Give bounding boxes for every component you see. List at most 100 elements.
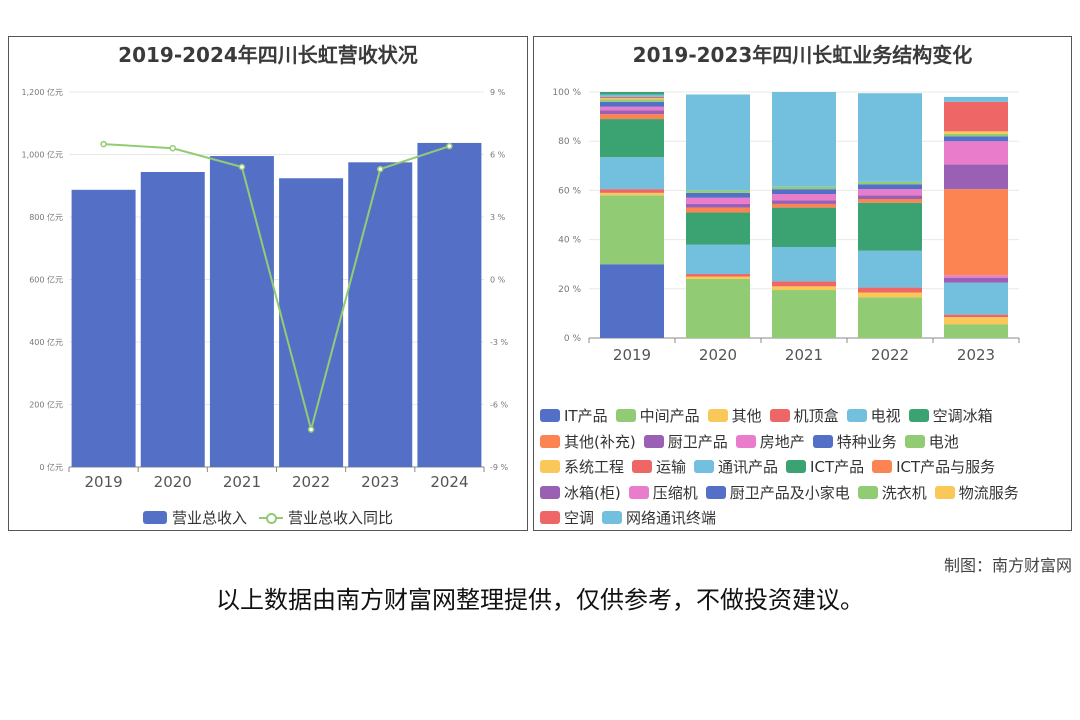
stack-segment: [600, 189, 664, 193]
stack-segment: [772, 189, 836, 195]
legend-swatch: [615, 409, 636, 423]
stack-segment: [944, 324, 1008, 338]
stack-segment: [858, 297, 922, 338]
stack-segment: [686, 278, 750, 338]
stack-segment: [944, 189, 1008, 276]
legend-item[interactable]: 机顶盒: [769, 405, 839, 426]
legend-item[interactable]: 其他(补充): [540, 431, 636, 452]
legend-item[interactable]: 厨卫产品: [643, 431, 728, 452]
stack-segment: [686, 203, 750, 208]
revenue-chart-legend: 营业总收入 营业总收入同比: [9, 507, 527, 528]
stack-segment: [772, 207, 836, 247]
revenue-bar: [209, 156, 274, 467]
legend-label: 系统工程: [564, 458, 625, 477]
legend-row: 其他(补充) 厨卫产品 房地产 特种业务 电池: [540, 429, 1070, 455]
legend-swatch: [632, 460, 653, 474]
legend-label: 物流服务: [958, 483, 1019, 502]
legend-swatch: [908, 409, 929, 423]
legend-label: 网络通讯终端: [626, 509, 717, 528]
legend-label: 电视: [870, 407, 901, 426]
yoy-point: [238, 163, 246, 171]
legend-item[interactable]: 物流服务: [934, 482, 1019, 503]
stack-segment: [944, 141, 1008, 165]
stack-segment: [686, 207, 750, 213]
legend-swatch: [786, 460, 807, 474]
legend-swatch: [540, 434, 560, 448]
y-tick-label: 100 %: [552, 88, 581, 98]
legend-item[interactable]: IT产品: [540, 405, 608, 426]
y-right-tick-label: -9 %: [490, 463, 509, 472]
y-tick-label: 20 %: [558, 285, 581, 295]
y-left-tick-label: 400 亿元: [29, 337, 63, 347]
stack-segment: [600, 195, 664, 265]
stack-segment: [600, 119, 664, 158]
legend-item[interactable]: 电视: [846, 405, 901, 426]
legend-swatch-bar: [142, 511, 167, 524]
legend-item[interactable]: 空调冰箱: [908, 405, 993, 426]
legend-item[interactable]: 网络通讯终端: [602, 507, 716, 528]
legend-swatch: [694, 460, 715, 474]
credit-text: 制图：南方财富网: [943, 556, 1072, 575]
legend-item[interactable]: 压缩机: [628, 482, 698, 503]
stack-segment: [858, 184, 922, 190]
legend-item[interactable]: ICT产品与服务: [872, 456, 995, 477]
structure-chart-title: 2019-2023年四川长虹业务结构变化: [632, 43, 973, 67]
x-tick-label: 2023: [957, 346, 995, 364]
legend-item[interactable]: 运输: [632, 456, 686, 477]
yoy-point: [100, 140, 107, 148]
legend-label: 厨卫产品: [667, 432, 728, 451]
legend-swatch: [705, 485, 726, 499]
stack-segment: [772, 246, 836, 282]
y-tick-label: 0 %: [564, 334, 582, 344]
stack-segment: [858, 199, 922, 203]
legend-label: 机顶盒: [793, 407, 839, 426]
legend-label: 空调冰箱: [932, 407, 993, 426]
structure-chart-svg: 0 % 20 % 40 % 60 % 80 % 100 % 2019 2020 2021 2022…: [552, 88, 1020, 364]
stack-segment: [686, 276, 750, 279]
revenue-bar: [71, 189, 136, 467]
legend-item-yoy[interactable]: 营业总收入同比: [259, 507, 393, 528]
legend-item[interactable]: 特种业务: [812, 431, 897, 452]
stack-segment: [944, 277, 1008, 283]
legend-item-revenue[interactable]: 营业总收入: [142, 507, 247, 528]
legend-label: 厨卫产品及小家电: [729, 483, 850, 502]
legend-item[interactable]: 厨卫产品及小家电: [705, 482, 850, 503]
legend-swatch: [857, 485, 878, 499]
legend-item[interactable]: 电池: [904, 431, 959, 452]
y-tick-label: 60 %: [558, 186, 581, 196]
legend-swatch: [707, 409, 728, 423]
y-left-tick-label: 1,000 亿元: [22, 150, 63, 160]
legend-item[interactable]: 空调: [540, 507, 594, 528]
stack-segment: [600, 106, 664, 111]
stack-segment: [600, 114, 664, 120]
stack-segment: [600, 99, 664, 102]
legend-swatch: [812, 434, 833, 448]
legend-item[interactable]: 冰箱(柜): [540, 482, 621, 503]
legend-item[interactable]: 房地产: [735, 431, 805, 452]
yoy-point: [446, 142, 453, 150]
legend-label: 其他: [731, 407, 762, 426]
stack-segment: [944, 317, 1008, 320]
legend-item[interactable]: 通讯产品: [694, 456, 778, 477]
stack-segment: [686, 212, 750, 245]
legend-swatch: [643, 434, 664, 448]
legend-label: 房地产: [759, 432, 805, 451]
legend-item[interactable]: 其他: [707, 405, 762, 426]
legend-item[interactable]: 系统工程: [540, 456, 624, 477]
y-left-tick-label: 200 亿元: [29, 400, 63, 410]
stack-segment: [686, 190, 750, 193]
legend-item[interactable]: 洗衣机: [857, 482, 927, 503]
legend-label: 空调: [564, 509, 595, 528]
stack-segment: [944, 319, 1008, 325]
legend-item[interactable]: ICT产品: [786, 456, 864, 477]
stack-segment: [772, 200, 836, 204]
legend-label: ICT产品: [810, 458, 865, 477]
legend-row: 空调 网络通讯终端: [540, 505, 1070, 531]
disclaimer-text: 以上数据由南方财富网整理提供，仅供参考，不做投资建议。: [216, 586, 864, 614]
y-right-tick-label: -6 %: [490, 401, 509, 410]
legend-item[interactable]: 中间产品: [615, 405, 700, 426]
y-right-tick-label: 3 %: [490, 213, 506, 222]
y-left-tick-label: 600 亿元: [29, 275, 63, 285]
stack-segment: [772, 186, 836, 190]
legend-swatch: [934, 485, 955, 499]
